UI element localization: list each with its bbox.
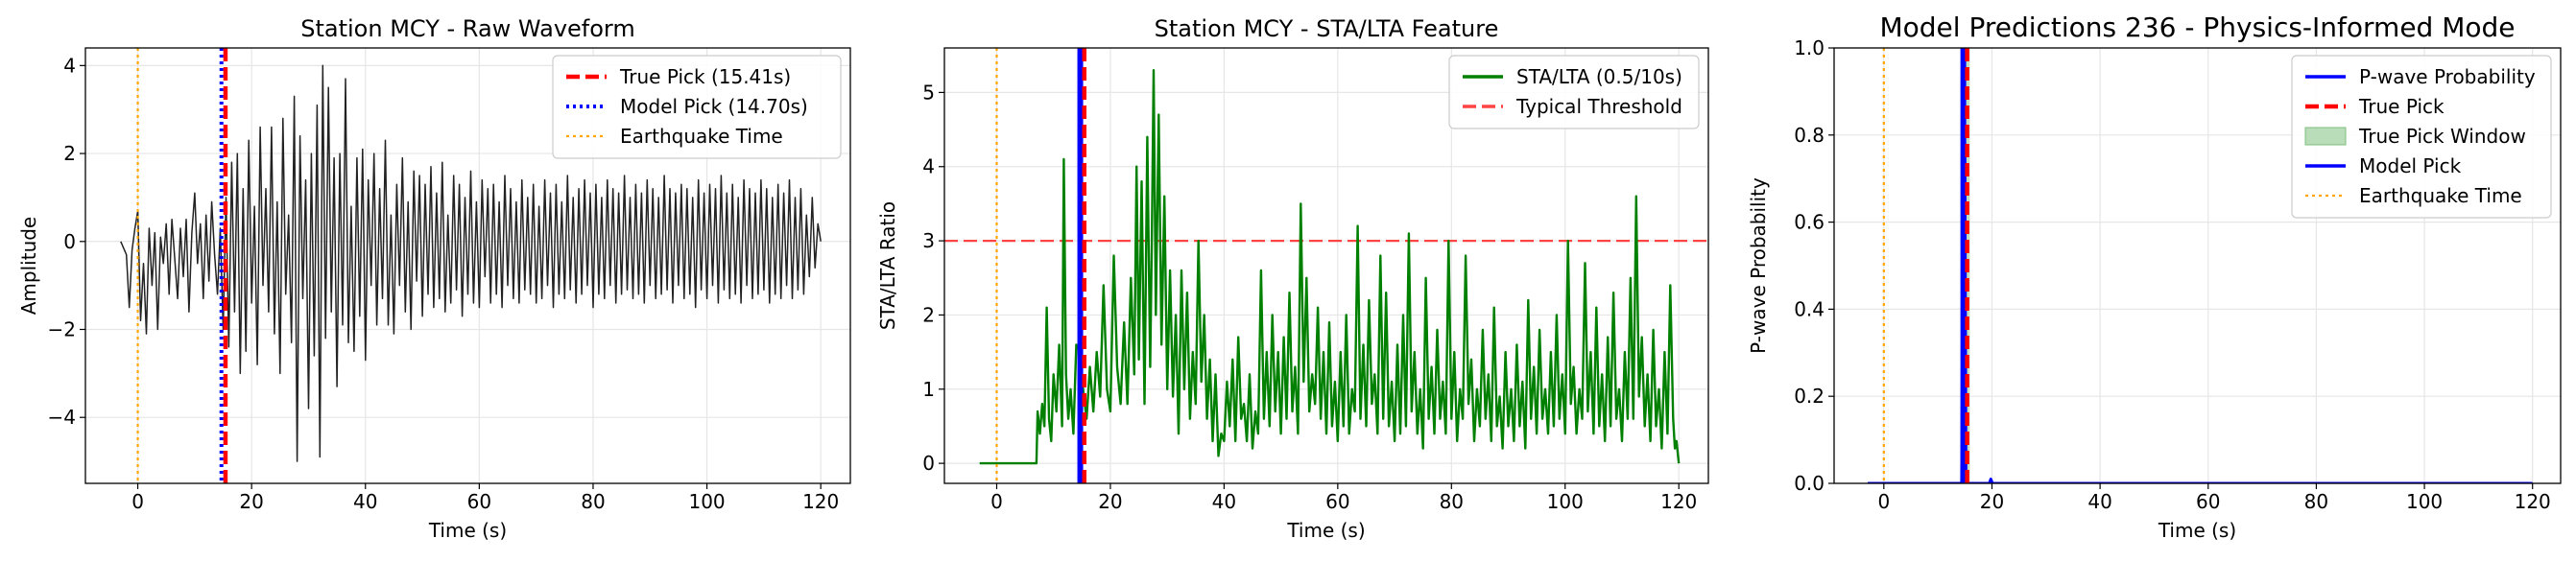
chart-title: Station MCY - STA/LTA Feature: [1155, 15, 1499, 42]
legend-label: Model Pick (14.70s): [620, 95, 808, 118]
y-tick-label: 3: [922, 229, 935, 252]
y-axis: 0 1 2 3 4 5: [922, 81, 944, 475]
x-tick-label: 0: [990, 490, 1003, 513]
x-tick-label: 0: [131, 490, 144, 513]
x-axis-label: Time (s): [1286, 519, 1365, 542]
x-axis: 0 20 40 60 80 100 120: [990, 483, 1697, 513]
x-tick-label: 60: [467, 490, 491, 513]
legend-label: P-wave Probability: [2359, 65, 2536, 88]
y-axis-label: STA/LTA Ratio: [876, 201, 899, 330]
y-tick-label: 5: [922, 81, 935, 104]
legend-label: True Pick Window: [2358, 125, 2526, 148]
x-tick-label: 60: [1325, 490, 1349, 513]
plot-frame: [943, 47, 1709, 484]
y-tick-label: 2: [63, 142, 76, 165]
legend-box: [552, 55, 842, 159]
x-axis-label: Time (s): [2158, 519, 2236, 542]
x-tick-label: 120: [802, 490, 839, 513]
legend: P-wave Probability True Pick True Pick Win…: [2291, 55, 2552, 219]
x-axis-label: Time (s): [428, 519, 507, 542]
y-tick-label: 0.2: [1794, 385, 1825, 408]
x-tick-label: 60: [2196, 490, 2220, 513]
series-line: [120, 64, 822, 462]
legend: STA/LTA (0.5/10s) Typical Threshold: [1448, 55, 1700, 129]
plot-frame: [1833, 47, 2562, 484]
legend-label: Typical Threshold: [1515, 95, 1682, 118]
legend-label: True Pick: [2358, 95, 2445, 118]
legend-label: STA/LTA (0.5/10s): [1516, 65, 1682, 88]
y-tick-label: −4: [48, 406, 76, 429]
chart-panel-2: 0 20 40 60 80 100 120 0 1 2 3 4 5 Station MCY - STA/L…: [876, 15, 1709, 542]
y-tick-label: 4: [922, 155, 935, 178]
y-axis-label: Amplitude: [17, 217, 40, 316]
y-axis: 0.0 0.2 0.4 0.6 0.8 1.0: [1794, 36, 1834, 495]
x-tick-label: 100: [1547, 490, 1584, 513]
y-tick-label: 0: [63, 230, 76, 253]
plot-area: [1867, 48, 2533, 483]
x-tick-label: 100: [688, 490, 725, 513]
y-tick-label: 0: [922, 452, 935, 475]
legend-label: True Pick (15.41s): [619, 65, 791, 88]
chart-panel-3: 0 20 40 60 80 100 120 0.0 0.2 0.4 0.6 0.8 1.0 Model P…: [1747, 12, 2562, 542]
y-tick-label: 1: [922, 378, 935, 401]
y-axis: −4 −2 0 2 4: [48, 54, 85, 429]
legend-box: [1448, 55, 1700, 129]
y-tick-label: −2: [48, 317, 76, 340]
legend: True Pick (15.41s) Model Pick (14.70s) Ear…: [552, 55, 842, 159]
chart-title: Model Predictions 236 - Physics-Informed…: [1879, 12, 2515, 43]
x-tick-label: 120: [2515, 490, 2551, 513]
x-axis: 0 20 40 60 80 100 120: [131, 483, 839, 513]
x-axis: 0 20 40 60 80 100 120: [1877, 483, 2551, 513]
y-tick-label: 4: [63, 54, 76, 77]
legend-box: [2291, 55, 2552, 219]
plot-frame: [84, 47, 851, 484]
legend-label: Earthquake Time: [2359, 184, 2522, 207]
y-axis-label: P-wave Probability: [1747, 177, 1770, 354]
legend-swatch: [2304, 127, 2347, 146]
plot-area: [120, 48, 822, 483]
y-tick-label: 0.4: [1794, 297, 1825, 320]
x-tick-label: 20: [1980, 490, 2004, 513]
y-tick-label: 1.0: [1794, 36, 1825, 59]
x-tick-label: 120: [1660, 490, 1697, 513]
x-tick-label: 20: [1098, 490, 1122, 513]
x-tick-label: 80: [2304, 490, 2328, 513]
x-tick-label: 80: [1440, 490, 1464, 513]
x-tick-label: 40: [1212, 490, 1236, 513]
y-tick-label: 0.6: [1794, 211, 1825, 234]
x-tick-label: 0: [1877, 490, 1890, 513]
x-tick-label: 100: [2406, 490, 2443, 513]
x-tick-label: 40: [353, 490, 377, 513]
plot-area: [944, 48, 1708, 483]
chart-panel-1: 0 20 40 60 80 100 120 −4 −2 0 2 4 Station MCY - Raw …: [17, 15, 851, 542]
y-tick-label: 2: [922, 303, 935, 326]
y-tick-label: 0.8: [1794, 124, 1825, 147]
chart-title: Station MCY - Raw Waveform: [300, 15, 635, 42]
y-tick-label: 0.0: [1794, 472, 1825, 495]
x-tick-label: 80: [581, 490, 605, 513]
x-tick-label: 20: [239, 490, 263, 513]
x-tick-label: 40: [2087, 490, 2111, 513]
legend-label: Model Pick: [2359, 154, 2462, 177]
series-line: [979, 69, 1681, 465]
legend-label: Earthquake Time: [620, 125, 783, 148]
